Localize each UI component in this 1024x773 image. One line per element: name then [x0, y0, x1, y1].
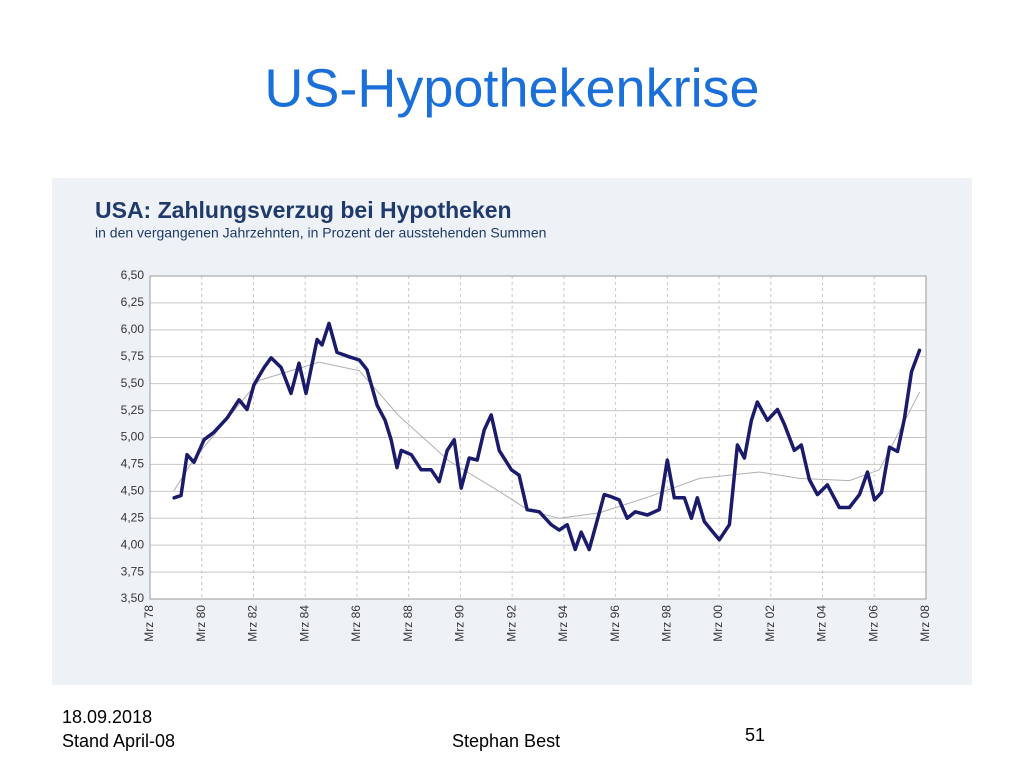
x-tick-label: Mrz 02 — [763, 605, 777, 642]
x-tick-label: Mrz 78 — [142, 605, 156, 642]
chart-title: USA: Zahlungsverzug bei Hypotheken — [95, 197, 512, 223]
y-tick-label: 6,25 — [121, 295, 145, 309]
x-tick-label: Mrz 80 — [194, 605, 208, 642]
footer-date: 18.09.2018 — [62, 707, 152, 727]
x-tick-label: Mrz 88 — [401, 605, 415, 642]
x-tick-label: Mrz 08 — [918, 605, 932, 642]
y-tick-label: 4,00 — [121, 537, 145, 551]
x-tick-label: Mrz 00 — [711, 605, 725, 642]
axis-labels: 3,50 3,75 4,00 4,25 4,50 4,75 5,00 5,25 5,50 5,75… — [121, 268, 933, 642]
x-tick-label: Mrz 96 — [608, 605, 622, 642]
y-tick-label: 4,25 — [121, 510, 145, 524]
page-number: 51 — [745, 725, 765, 745]
lines — [172, 321, 922, 552]
y-tick-label: 5,50 — [121, 376, 145, 390]
x-tick-label: Mrz 92 — [504, 605, 518, 642]
footer-status: Stand April-08 — [62, 731, 175, 751]
y-tick-label: 4,50 — [121, 484, 145, 498]
y-tick-label: 6,50 — [121, 268, 145, 282]
x-tick-label: Mrz 84 — [297, 605, 311, 642]
plot-border — [149, 275, 927, 600]
chart-subtitle: in den vergangenen Jahrzehnten, in Proze… — [95, 225, 546, 241]
x-tick-label: Mrz 06 — [866, 605, 880, 642]
x-tick-label: Mrz 90 — [453, 605, 467, 642]
y-tick-label: 5,25 — [121, 403, 145, 417]
y-tick-label: 6,00 — [121, 322, 145, 336]
y-tick-label: 5,00 — [121, 430, 145, 444]
x-tick-label: Mrz 82 — [246, 605, 260, 642]
y-tick-label: 4,75 — [121, 457, 145, 471]
slide-title: US-Hypothekenkrise — [264, 58, 759, 118]
footer-author: Stephan Best — [452, 731, 560, 751]
x-tick-label: Mrz 86 — [349, 605, 363, 642]
y-tick-label: 3,50 — [121, 591, 145, 605]
x-tick-label: Mrz 04 — [815, 605, 829, 642]
data-line — [172, 321, 922, 552]
x-tick-label: Mrz 94 — [556, 605, 570, 642]
x-tick-label: Mrz 98 — [660, 605, 674, 642]
y-tick-label: 5,75 — [121, 349, 145, 363]
y-tick-label: 3,75 — [121, 564, 145, 578]
